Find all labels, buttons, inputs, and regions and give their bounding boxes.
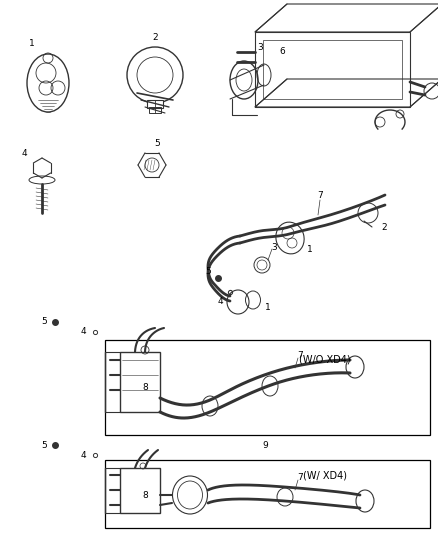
- Text: 3: 3: [271, 243, 277, 252]
- Text: 5: 5: [205, 268, 211, 277]
- Text: 9: 9: [262, 440, 268, 449]
- Text: 3: 3: [257, 43, 263, 52]
- Text: (W/O XD4): (W/O XD4): [299, 355, 351, 365]
- Text: 5: 5: [41, 440, 47, 449]
- Text: 6: 6: [279, 47, 285, 56]
- Text: 5: 5: [154, 139, 160, 148]
- Bar: [149, 107, 161, 113]
- Text: 2: 2: [381, 222, 387, 231]
- Bar: [105, 340, 430, 435]
- Bar: [105, 460, 430, 528]
- Text: 8: 8: [142, 490, 148, 499]
- Text: 1: 1: [307, 246, 313, 254]
- Text: 7: 7: [297, 472, 303, 481]
- Bar: [263, 40, 402, 99]
- Bar: [120, 352, 160, 412]
- Bar: [120, 468, 160, 513]
- Text: 2: 2: [152, 34, 158, 43]
- Text: 8: 8: [142, 384, 148, 392]
- Text: 4: 4: [217, 297, 223, 306]
- Text: 4: 4: [80, 327, 86, 336]
- Text: 4: 4: [21, 149, 27, 158]
- Text: (W/ XD4): (W/ XD4): [303, 470, 347, 480]
- Text: 7: 7: [297, 351, 303, 359]
- Text: 1: 1: [265, 303, 271, 312]
- Text: 5: 5: [41, 318, 47, 327]
- Text: 4: 4: [80, 450, 86, 459]
- Bar: [147, 100, 163, 108]
- Text: 7: 7: [317, 190, 323, 199]
- Text: 1: 1: [29, 39, 35, 49]
